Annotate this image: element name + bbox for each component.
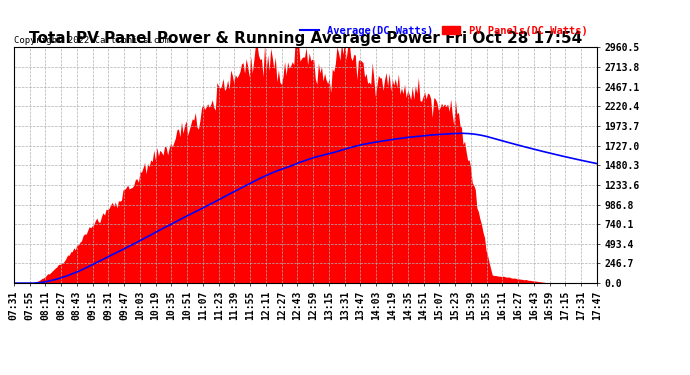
Legend: Average(DC Watts), PV Panels(DC Watts): Average(DC Watts), PV Panels(DC Watts): [296, 21, 591, 40]
Title: Total PV Panel Power & Running Average Power Fri Oct 28 17:54: Total PV Panel Power & Running Average P…: [29, 31, 582, 46]
Text: Copyright 2022 Cartronics.com: Copyright 2022 Cartronics.com: [14, 36, 170, 45]
